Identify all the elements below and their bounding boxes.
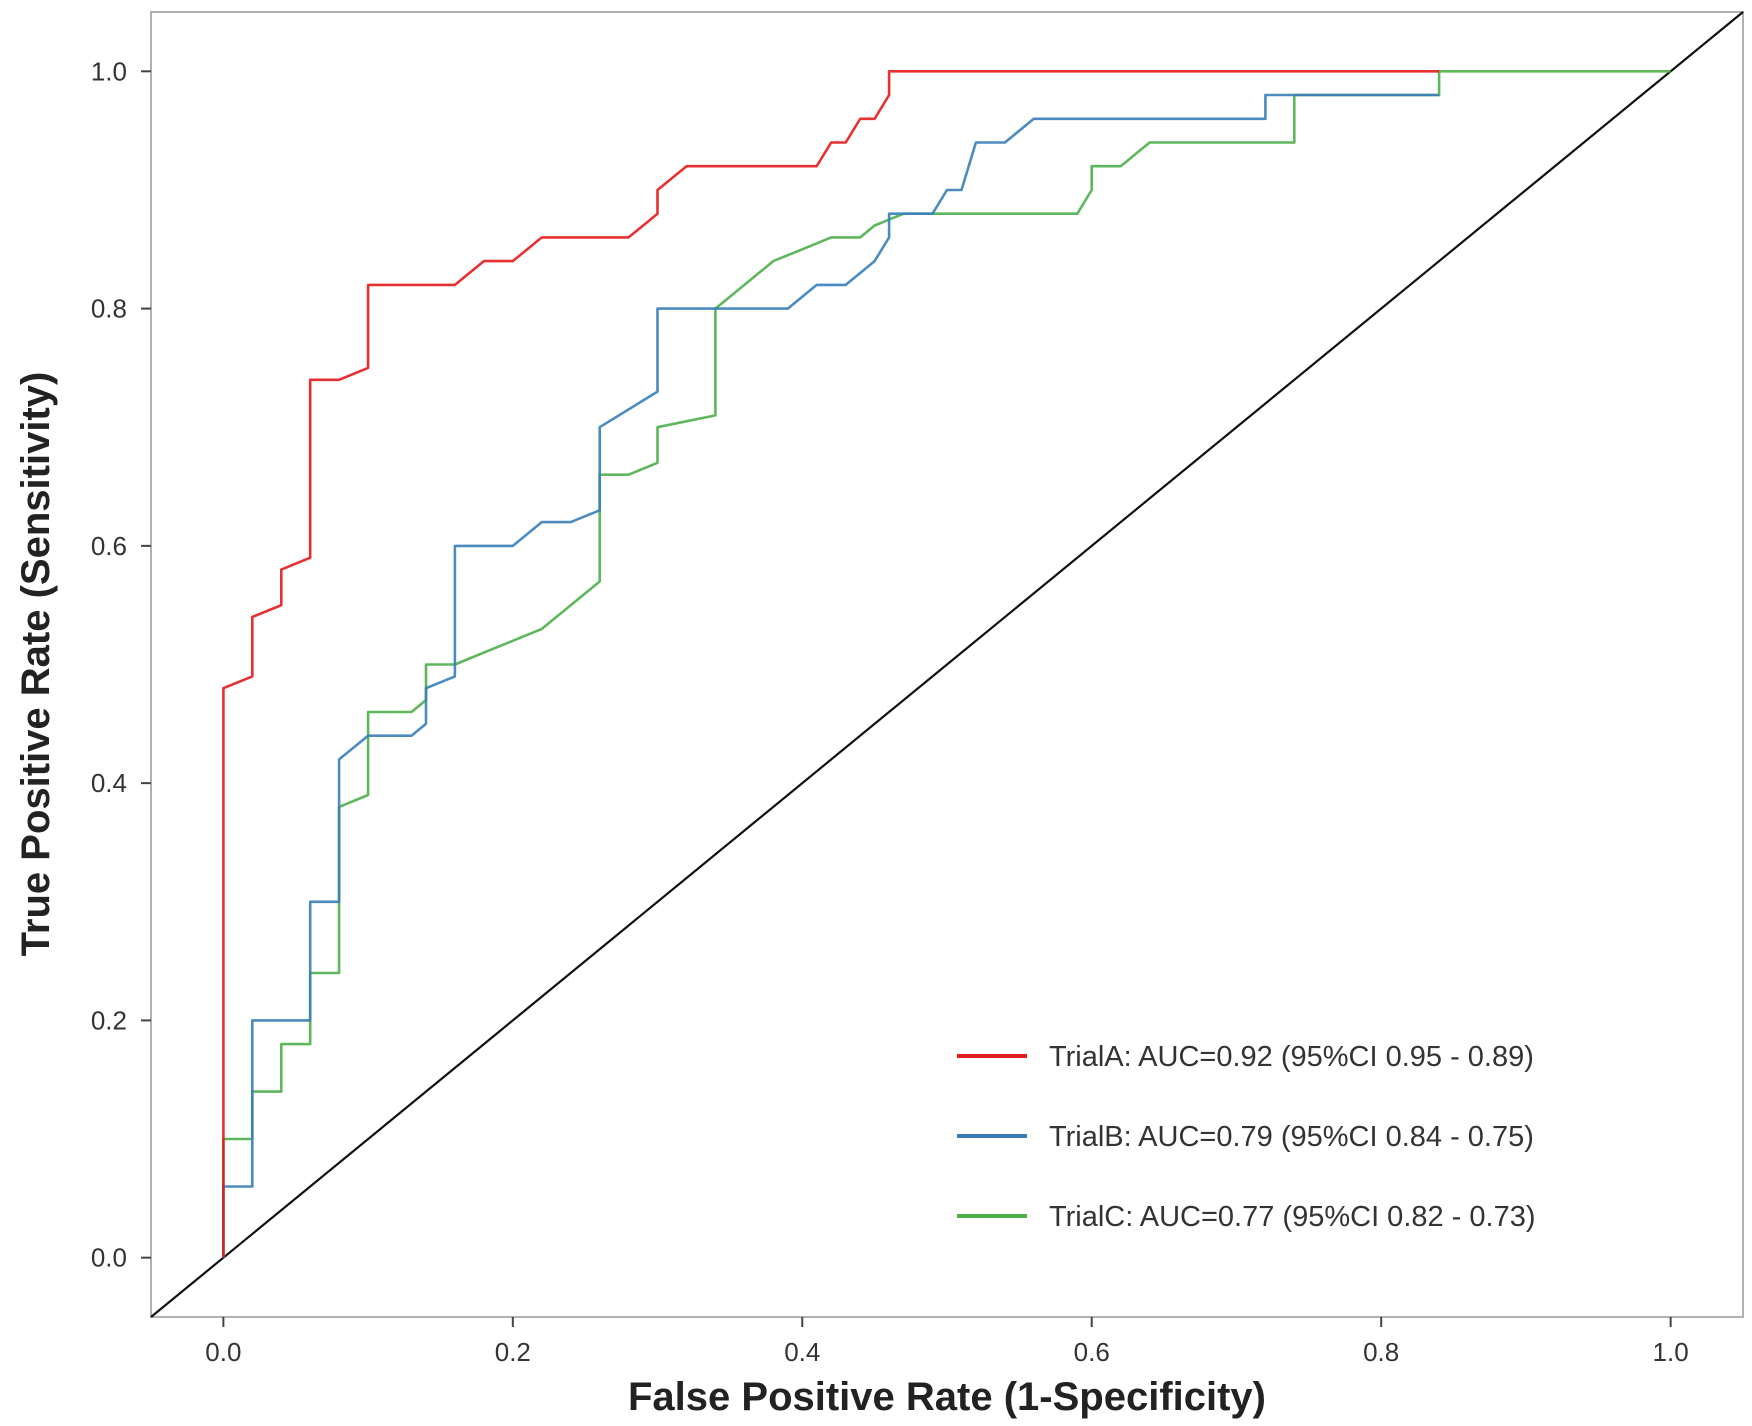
legend-label-2: TrialB: AUC=0.79 (95%CI 0.84 - 0.75) <box>1049 1121 1534 1153</box>
y-axis: 0.0 0.2 0.4 0.6 0.8 1.0 <box>91 56 151 1273</box>
plot-frame <box>150 11 1744 1318</box>
y-axis-title: True Positive Rate (Sensitivity) <box>14 372 58 957</box>
x-tick-label: 0.4 <box>784 1337 820 1367</box>
x-tick-label: 0.8 <box>1363 1337 1399 1367</box>
y-tick-label: 0.0 <box>91 1243 127 1273</box>
y-tick-label: 0.6 <box>91 531 127 561</box>
series-line-3 <box>222 70 1671 1258</box>
y-tick-label: 1.0 <box>91 56 127 86</box>
series-line-2 <box>222 93 1440 1258</box>
x-tick-label: 1.0 <box>1653 1337 1689 1367</box>
y-tick-label: 0.4 <box>91 768 127 798</box>
series-layer <box>222 70 1671 1258</box>
legend: TrialA: AUC=0.92 (95%CI 0.95 - 0.89) Tria… <box>957 1041 1536 1233</box>
x-tick-label: 0.0 <box>205 1337 241 1367</box>
x-axis: 0.0 0.2 0.4 0.6 0.8 1.0 <box>205 1317 1689 1367</box>
reference-layer <box>150 11 1744 1318</box>
x-axis-title: False Positive Rate (1-Specificity) <box>628 1375 1266 1419</box>
reference-diagonal-line <box>150 11 1744 1318</box>
x-tick-label: 0.6 <box>1074 1337 1110 1367</box>
x-tick-label: 0.2 <box>495 1337 531 1367</box>
series-line-1 <box>222 70 1440 1258</box>
legend-label-3: TrialC: AUC=0.77 (95%CI 0.82 - 0.73) <box>1049 1201 1536 1233</box>
legend-label-1: TrialA: AUC=0.92 (95%CI 0.95 - 0.89) <box>1049 1041 1534 1073</box>
y-tick-label: 0.2 <box>91 1005 127 1035</box>
y-tick-label: 0.8 <box>91 294 127 324</box>
